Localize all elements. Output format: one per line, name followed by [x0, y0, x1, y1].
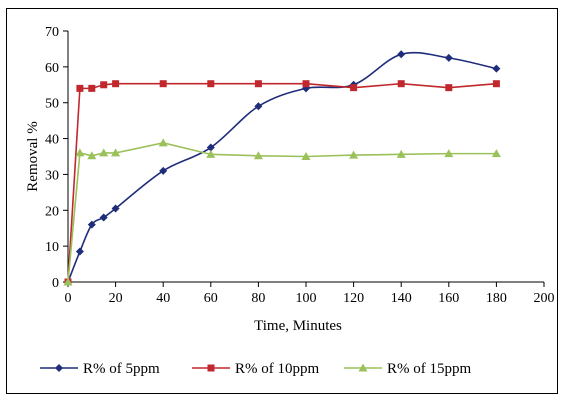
series-layer — [63, 50, 501, 286]
x-tick-label: 0 — [65, 291, 72, 306]
data-point — [158, 138, 168, 147]
data-point — [492, 80, 500, 88]
series-line — [67, 82, 497, 283]
x-axis-title: Time, Minutes — [254, 318, 342, 334]
series-1 — [64, 50, 501, 286]
x-tick-label: 60 — [204, 291, 218, 306]
data-point — [396, 149, 406, 158]
x-tick-label: 80 — [251, 291, 265, 306]
y-tick-label: 20 — [45, 204, 59, 219]
data-point — [111, 204, 120, 213]
data-point — [63, 277, 73, 286]
y-tick-label: 40 — [45, 133, 59, 148]
data-point — [206, 143, 215, 152]
x-tick-label: 140 — [391, 291, 412, 306]
data-point — [254, 80, 262, 88]
chart-frame — [6, 8, 558, 394]
series-2 — [64, 80, 500, 286]
y-tick-label: 70 — [45, 25, 59, 40]
data-point — [492, 64, 501, 73]
data-point — [87, 151, 97, 160]
data-point — [301, 152, 311, 160]
data-point — [100, 81, 108, 89]
legend: R% of 5ppm R% of 10ppm R% of 15ppm — [40, 361, 471, 377]
data-point — [88, 84, 96, 92]
y-tick-label: 10 — [45, 240, 59, 255]
series-3 — [63, 138, 501, 286]
data-point — [397, 80, 405, 88]
data-point — [253, 151, 263, 160]
data-point — [445, 84, 453, 92]
legend-label: R% of 10ppm — [235, 361, 319, 377]
legend-swatch-marker — [55, 364, 63, 372]
data-point — [350, 84, 358, 92]
data-point — [99, 148, 109, 157]
x-tick-label: 100 — [296, 291, 317, 306]
x-tick-label: 180 — [486, 291, 507, 306]
legend-item: R% of 15ppm — [344, 361, 471, 377]
data-point — [76, 84, 84, 92]
x-ticks: 0 20 40 60 80 100 120 140 160 180 200 — [65, 282, 555, 306]
data-point — [491, 149, 501, 158]
x-tick-label: 200 — [534, 291, 555, 306]
data-point — [397, 50, 406, 59]
y-tick-label: 60 — [45, 61, 59, 76]
data-point — [206, 149, 216, 158]
data-point — [75, 247, 84, 256]
y-tick-label: 30 — [45, 168, 59, 183]
y-axis-title: Removal % — [25, 121, 41, 191]
legend-label: R% of 5ppm — [83, 361, 160, 377]
data-point — [159, 80, 167, 88]
data-point — [87, 220, 96, 229]
y-ticks: 0 10 20 30 40 50 60 70 — [45, 25, 68, 291]
legend-label: R% of 15ppm — [387, 361, 471, 377]
data-point — [75, 148, 85, 157]
data-point — [99, 213, 108, 222]
x-tick-label: 120 — [343, 291, 364, 306]
data-point — [111, 148, 121, 157]
data-point — [254, 102, 263, 111]
legend-item: R% of 5ppm — [40, 361, 160, 377]
legend-swatch-marker — [207, 364, 215, 372]
legend-item: R% of 10ppm — [192, 361, 319, 377]
y-tick-label: 50 — [45, 97, 59, 112]
x-tick-label: 40 — [156, 291, 170, 306]
data-point — [112, 80, 120, 88]
data-point — [207, 80, 215, 88]
data-point — [302, 80, 310, 88]
y-tick-label: 0 — [52, 276, 59, 291]
x-tick-label: 20 — [109, 291, 123, 306]
data-point — [349, 150, 359, 159]
legend-swatch-marker — [358, 363, 368, 372]
data-point — [444, 149, 454, 158]
plot-area: 0 20 40 60 80 100 120 140 160 180 200 0 10 20 30 40 50 6… — [45, 25, 555, 306]
x-tick-label: 160 — [438, 291, 459, 306]
data-point — [444, 53, 453, 62]
data-point — [159, 166, 168, 175]
series-line — [67, 142, 497, 283]
